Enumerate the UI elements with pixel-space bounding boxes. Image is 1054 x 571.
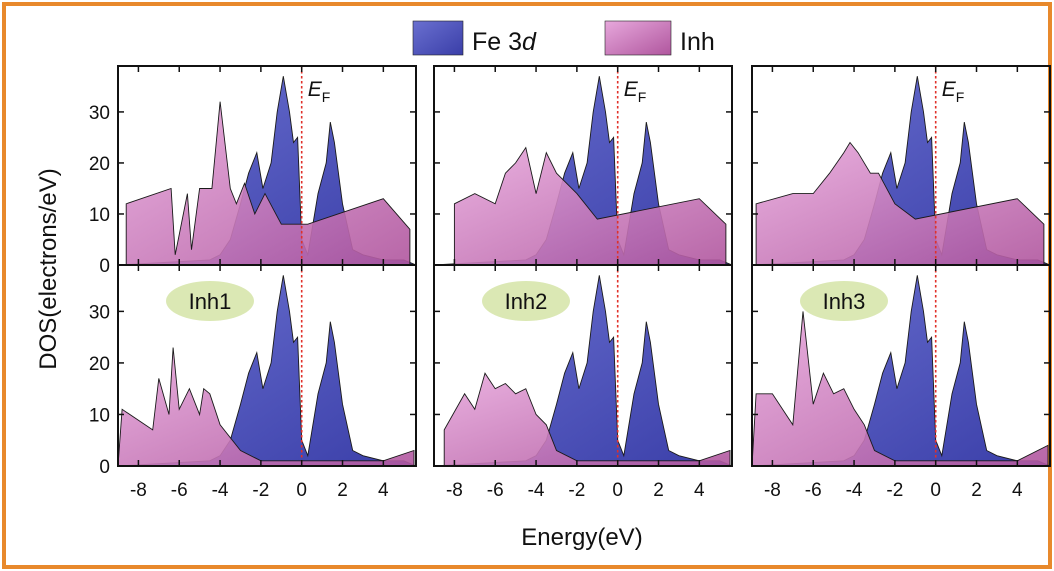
- annotation-badge: [166, 281, 254, 321]
- x-tick-label: 0: [612, 480, 623, 501]
- fermi-level-label: EF: [308, 78, 331, 105]
- panel-bottom-2: -8 -6 -4 -2 0 2 4 Inh2: [433, 264, 733, 501]
- series-inh-area: [125, 101, 411, 265]
- y-axis-label: DOS(electrons/eV): [35, 168, 62, 369]
- x-tick-label: 4: [694, 480, 705, 501]
- series-fe-3d-area: [118, 275, 416, 466]
- series-fe-3d-area: [752, 275, 1050, 466]
- x-tick-label: -8: [764, 480, 781, 501]
- y-tick-label: 30: [89, 302, 110, 323]
- annotation-label: Inh1: [189, 289, 232, 314]
- legend-label-inh: Inh: [680, 28, 715, 56]
- series-inh-area: [453, 146, 727, 265]
- x-tick-label: -8: [446, 480, 463, 501]
- legend-label-fe-3d: Fe 3d: [472, 28, 537, 56]
- x-tick-label: -6: [805, 480, 822, 501]
- x-tick-label: -2: [886, 480, 903, 501]
- legend: Fe 3d Inh: [412, 20, 715, 56]
- fermi-level-label: EF: [624, 78, 647, 105]
- x-tick-label: 0: [296, 480, 307, 501]
- x-tick-label: -2: [252, 480, 269, 501]
- x-tick-label: 4: [1012, 480, 1023, 501]
- x-tick-label: -6: [487, 480, 504, 501]
- annotation-label: Inh3: [823, 289, 866, 314]
- panel-top-1: 0 10 20 30 EF: [89, 65, 417, 277]
- x-tick-label: 2: [971, 480, 982, 501]
- x-tick-label: 2: [653, 480, 664, 501]
- x-tick-label: -4: [528, 480, 545, 501]
- panel-top-3-plot-area: [752, 66, 1050, 265]
- panel-bottom-1: -8 -6 -4 -2 0 2 4 0 10 20 30 Inh1: [89, 264, 417, 501]
- legend-swatch-inh: [604, 20, 672, 56]
- y-tick-label: 20: [89, 354, 110, 375]
- x-tick-label: -4: [846, 480, 863, 501]
- x-tick-label: 0: [930, 480, 941, 501]
- legend-swatch-fe-3d: [412, 20, 464, 56]
- x-tick-label: 2: [337, 480, 348, 501]
- fermi-level-label: EF: [942, 78, 965, 105]
- x-axis-label: Energy(eV): [521, 524, 642, 551]
- annotation-label: Inh2: [505, 289, 548, 314]
- panel-bottom-3: -8 -6 -4 -2 0 2 4 Inh3: [751, 264, 1051, 501]
- panel-top-2-plot-area: [434, 66, 732, 265]
- x-tick-label: -8: [130, 480, 147, 501]
- panel-top-1-plot-area: [118, 66, 416, 265]
- x-tick-label: -4: [212, 480, 229, 501]
- annotation-badge: [800, 281, 888, 321]
- y-tick-label: 0: [99, 457, 110, 478]
- y-tick-label: 10: [89, 405, 110, 426]
- series-fe-3d-area: [434, 275, 732, 466]
- panel-bottom-1-plot-area: [118, 265, 416, 466]
- series-inh-area: [755, 141, 1045, 265]
- y-tick-label: 10: [89, 205, 110, 226]
- y-tick-label: 30: [89, 103, 110, 124]
- annotation-badge: [482, 281, 570, 321]
- x-tick-label: 4: [378, 480, 389, 501]
- y-tick-label: 20: [89, 154, 110, 175]
- panel-bottom-2-border: [433, 264, 733, 467]
- series-inh-area: [118, 347, 415, 466]
- panel-bottom-3-border: [751, 264, 1051, 467]
- x-tick-label: -2: [568, 480, 585, 501]
- y-tick-label: 0: [99, 256, 110, 277]
- x-tick-label: -6: [171, 480, 188, 501]
- panel-bottom-1-border: [117, 264, 417, 467]
